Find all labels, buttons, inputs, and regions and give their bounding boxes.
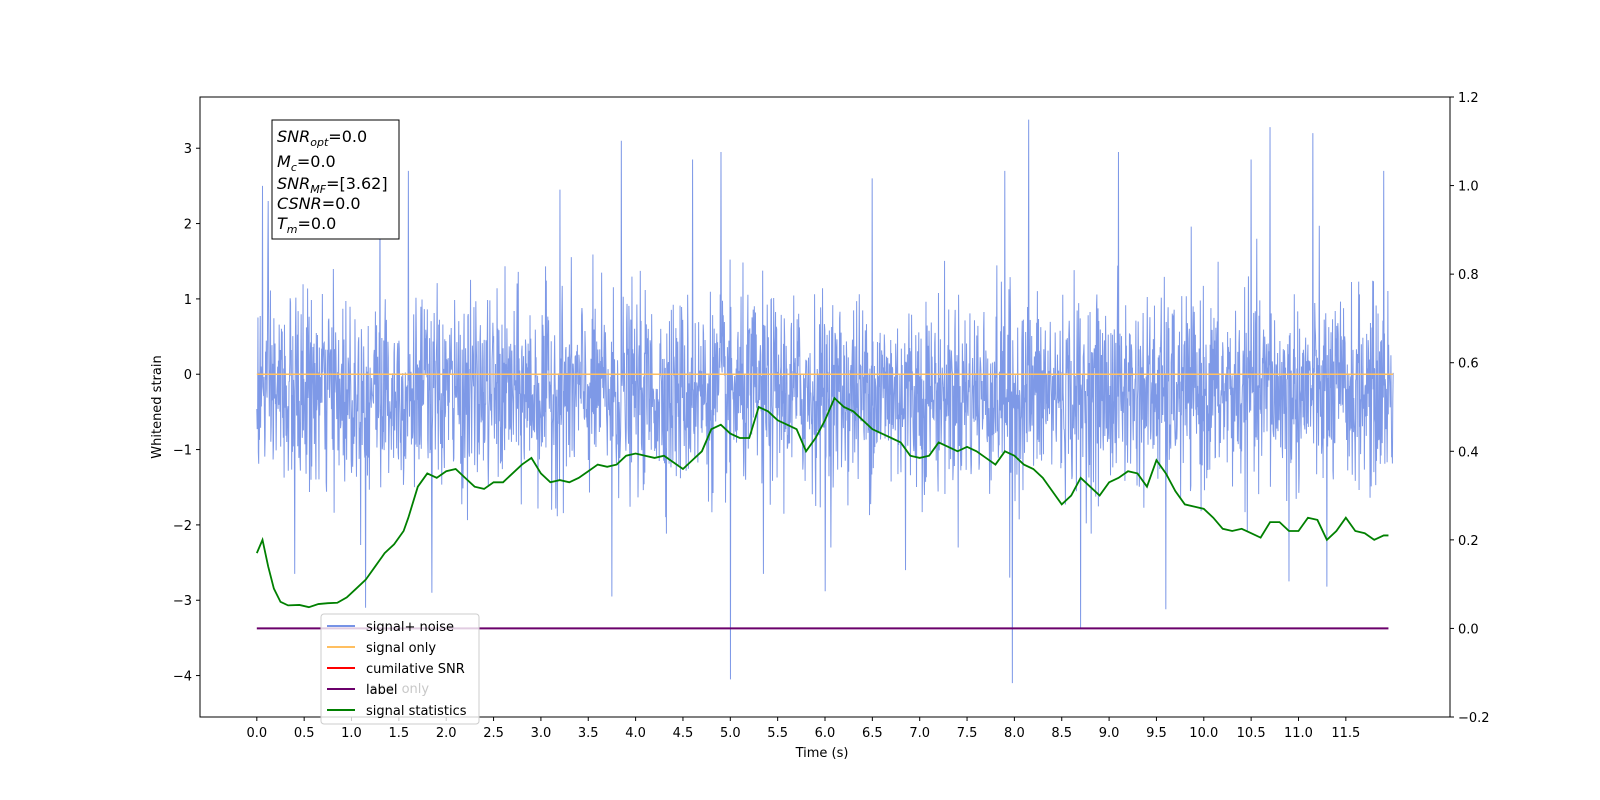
y-right-tick-label: 0.2 — [1458, 534, 1479, 549]
y-tick-label: −4 — [173, 670, 192, 685]
y-tick-label: −2 — [173, 519, 192, 534]
legend-label-signal-statistics: signal statistics — [366, 704, 467, 719]
signal-noise-series — [256, 119, 1394, 684]
y-right-tick-label: 0.4 — [1458, 445, 1479, 460]
y-right-tick-label: −0.2 — [1458, 711, 1490, 726]
y-axis-label: Whitened strain — [150, 355, 165, 458]
x-tick-label: 10.0 — [1189, 726, 1218, 741]
x-tick-label: 6.5 — [862, 726, 883, 741]
x-tick-label: 8.5 — [1051, 726, 1072, 741]
y-tick-label: 1 — [184, 293, 192, 308]
x-tick-label: 5.0 — [720, 726, 741, 741]
stats-csnr: CSNR=0.0 — [277, 194, 361, 213]
stats-snr-mf: SNRMF=[3.62] — [277, 174, 388, 196]
x-tick-label: 4.0 — [625, 726, 646, 741]
x-axis: 0.0 0.5 1.0 1.5 2.0 2.5 3.0 3.5 4.0 4.5 5.0 5.5 6.0 6… — [246, 717, 1360, 741]
x-tick-label: 1.5 — [389, 726, 410, 741]
x-tick-label: 9.0 — [1099, 726, 1120, 741]
legend-label-signal-noise: signal+ noise — [366, 620, 454, 635]
y-right-tick-label: 1.2 — [1458, 91, 1479, 106]
y-axis-left: −4 −3 −2 −1 0 1 2 3 — [173, 142, 200, 685]
signal-statistics-series — [255, 396, 1389, 609]
legend: label only signal+ noise signal only cum… — [320, 613, 480, 725]
x-tick-label: 1.0 — [341, 726, 362, 741]
legend-label-label: label — [366, 683, 397, 698]
stats-box-frame — [271, 119, 400, 240]
y-axis-right: −0.2 0.0 0.2 0.4 0.6 0.8 1.0 1.2 — [1450, 91, 1490, 726]
y-tick-label: 0 — [184, 368, 192, 383]
legend-label-cumulative-snr: cumilative SNR — [366, 662, 465, 677]
legend-hidden-text: label only — [366, 682, 429, 697]
x-tick-label: 4.5 — [673, 726, 694, 741]
x-tick-label: 10.5 — [1237, 726, 1266, 741]
x-tick-label: 0.0 — [246, 726, 267, 741]
legend-frame — [320, 613, 480, 725]
x-tick-label: 2.5 — [483, 726, 504, 741]
y-right-tick-label: 0.0 — [1458, 622, 1479, 637]
x-tick-label: 3.0 — [531, 726, 552, 741]
y-right-tick-label: 1.0 — [1458, 180, 1479, 195]
signal-noise-line — [256, 119, 1394, 684]
y-right-tick-label: 0.6 — [1458, 357, 1479, 372]
x-tick-label: 11.5 — [1331, 726, 1360, 741]
x-tick-label: 7.5 — [957, 726, 978, 741]
stats-mc: Mc=0.0 — [277, 152, 336, 174]
x-tick-label: 11.0 — [1284, 726, 1313, 741]
y-tick-label: 3 — [184, 142, 192, 157]
stats-tm: Tm=0.0 — [277, 214, 336, 236]
x-tick-label: 8.0 — [1004, 726, 1025, 741]
x-tick-label: 6.0 — [815, 726, 836, 741]
x-axis-label: Time (s) — [795, 746, 849, 761]
x-tick-label: 5.5 — [767, 726, 788, 741]
x-tick-label: 0.5 — [294, 726, 315, 741]
y-tick-label: −3 — [173, 594, 192, 609]
y-right-tick-label: 0.8 — [1458, 268, 1479, 283]
legend-label-signal-only: signal only — [366, 641, 436, 656]
stats-annotation-box: SNRopt=0.0 Mc=0.0 SNRMF=[3.62] CSNR=0.0 … — [271, 119, 400, 240]
y-tick-label: 2 — [184, 218, 192, 233]
y-tick-label: −1 — [173, 444, 192, 459]
x-tick-label: 2.0 — [436, 726, 457, 741]
x-tick-label: 9.5 — [1146, 726, 1167, 741]
x-tick-label: 7.0 — [909, 726, 930, 741]
stats-snr-opt: SNRopt=0.0 — [277, 127, 367, 149]
x-tick-label: 3.5 — [578, 726, 599, 741]
signal-statistics-line — [255, 396, 1389, 609]
